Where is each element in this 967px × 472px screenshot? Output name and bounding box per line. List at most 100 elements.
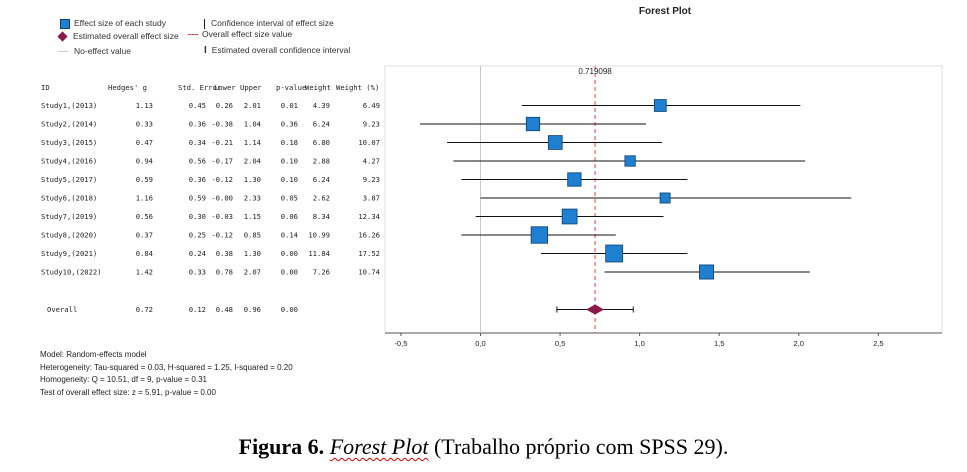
table-cell: 0.47 — [136, 138, 153, 147]
study-marker — [659, 192, 671, 204]
caption-rest: (Trabalho próprio com SPSS 29). — [428, 434, 729, 459]
caption-figure-number: Figura 6. — [238, 434, 325, 459]
study-marker — [605, 244, 624, 263]
table-cell: 10.74 — [358, 268, 380, 277]
legend-overall: Estimated overall effect size — [57, 31, 179, 42]
table-cell: 0.56 — [189, 157, 206, 166]
table-cell: 8.34 — [313, 212, 330, 221]
table-cell: 2.33 — [244, 194, 261, 203]
table-header-6: Weight — [305, 83, 331, 92]
table-cell: 3.87 — [363, 194, 380, 203]
dashed-line-icon — [188, 34, 198, 36]
table-cell: 1.42 — [136, 268, 153, 277]
table-cell: 0.10 — [281, 157, 298, 166]
table-cell: 1.30 — [244, 175, 261, 184]
table-cell: 4.27 — [363, 157, 380, 166]
model-info: Model: Random-effects model Heterogeneit… — [40, 349, 293, 399]
table-cell: 9.23 — [363, 120, 380, 129]
legend-overall-ci: I Estimated overall confidence interval — [204, 45, 350, 56]
table-cell: Study1,(2013) — [41, 101, 97, 110]
x-tick-label: 0,0 — [475, 339, 485, 348]
study-marker — [653, 99, 667, 112]
legend-study: Effect size of each study — [60, 18, 166, 29]
legend-no-effect: No-effect value — [58, 46, 131, 56]
table-cell: 1.30 — [244, 249, 261, 258]
figure-caption: Figura 6. Forest Plot (Trabalho próprio … — [0, 434, 967, 460]
ci-bar-icon — [204, 18, 205, 29]
table-cell: -0.21 — [211, 138, 233, 147]
table-cell: 0.30 — [189, 212, 206, 221]
study-marker — [698, 264, 714, 280]
table-cell: 0.37 — [136, 231, 153, 240]
table-cell: Study9,(2021) — [41, 249, 97, 258]
table-cell: 1.16 — [136, 194, 153, 203]
table-cell: -0.12 — [211, 231, 233, 240]
gray-line-icon — [58, 51, 68, 53]
blue-square-icon — [60, 18, 70, 29]
table-overall-cell: 0.96 — [244, 305, 261, 314]
study-marker — [624, 155, 636, 167]
table-header-3: Lower — [214, 83, 236, 92]
legend-no-effect-label: No-effect value — [74, 46, 132, 56]
table-cell: 1.04 — [244, 120, 261, 129]
legend-ci-label: Confidence interval of effect size — [211, 18, 334, 28]
legend-ci: Confidence interval of effect size — [204, 18, 334, 29]
table-cell: 0.36 — [281, 120, 298, 129]
homogeneity-text: Homogeneity: Q = 10.51, df = 9, p-value … — [40, 375, 207, 384]
x-tick-label: 1,0 — [634, 339, 644, 348]
x-tick-label: -0,5 — [394, 339, 407, 348]
table-cell: Study4,(2016) — [41, 157, 97, 166]
table-header-2: Std. Error — [178, 83, 222, 92]
legend-study-label: Effect size of each study — [74, 18, 166, 28]
model-text: Model: Random-effects model — [40, 350, 147, 359]
table-cell: 10.07 — [358, 138, 380, 147]
table-cell: 0.78 — [216, 268, 233, 277]
table-cell: 17.52 — [358, 249, 380, 258]
x-tick-label: 1,5 — [714, 339, 724, 348]
table-cell: Study10,(2022) — [41, 268, 102, 277]
table-cell: 6.80 — [313, 138, 330, 147]
table-cell: -0.00 — [211, 194, 233, 203]
table-cell: 0.26 — [216, 101, 233, 110]
table-cell: 6.49 — [363, 101, 380, 110]
i-beam-icon: I — [204, 45, 207, 56]
table-cell: 11.84 — [308, 249, 330, 258]
table-cell: -0.12 — [211, 175, 233, 184]
study-marker — [525, 116, 541, 132]
table-cell: 1.14 — [244, 138, 261, 147]
study-marker — [567, 172, 582, 187]
table-cell: 0.36 — [189, 175, 206, 184]
x-tick-label: 2,5 — [873, 339, 883, 348]
table-cell: 0.25 — [189, 231, 206, 240]
table-cell: 10.99 — [308, 231, 330, 240]
caption-italic: Forest Plot — [329, 434, 429, 459]
table-header-7: Weight (%) — [336, 83, 379, 92]
table-cell: Study5,(2017) — [41, 175, 97, 184]
table-overall-cell: 0.48 — [216, 305, 233, 314]
overall-test-text: Test of overall effect size: z = 5.91, p… — [40, 387, 216, 397]
table-header-4: Upper — [240, 83, 262, 92]
study-marker — [561, 208, 578, 225]
chart-title: Forest Plot — [639, 6, 692, 17]
table-cell: 2.07 — [244, 268, 261, 277]
table-cell: 0.94 — [136, 157, 153, 166]
table-cell: 0.33 — [136, 120, 153, 129]
overall-value-label: 0.719098 — [578, 67, 612, 76]
x-tick-label: 2,0 — [794, 339, 804, 348]
table-cell: 1.13 — [136, 101, 153, 110]
table-cell: 0.06 — [281, 212, 298, 221]
legend-overall-value: Overall effect size value — [188, 29, 292, 39]
table-cell: 9.23 — [363, 175, 380, 184]
legend-overall-value-label: Overall effect size value — [202, 29, 293, 39]
table-cell: 0.34 — [189, 138, 206, 147]
table-cell: 2.01 — [244, 101, 261, 110]
table-cell: 0.00 — [281, 268, 298, 277]
table-cell: 0.84 — [136, 249, 153, 258]
table-header-1: Hedges' g — [108, 83, 147, 92]
table-cell: 0.59 — [136, 175, 153, 184]
table-cell: 0.00 — [281, 249, 298, 258]
legend-overall-ci-label: Estimated overall confidence interval — [211, 45, 351, 55]
table-overall-cell: 0.72 — [136, 305, 153, 314]
table-cell: 0.24 — [189, 249, 206, 258]
